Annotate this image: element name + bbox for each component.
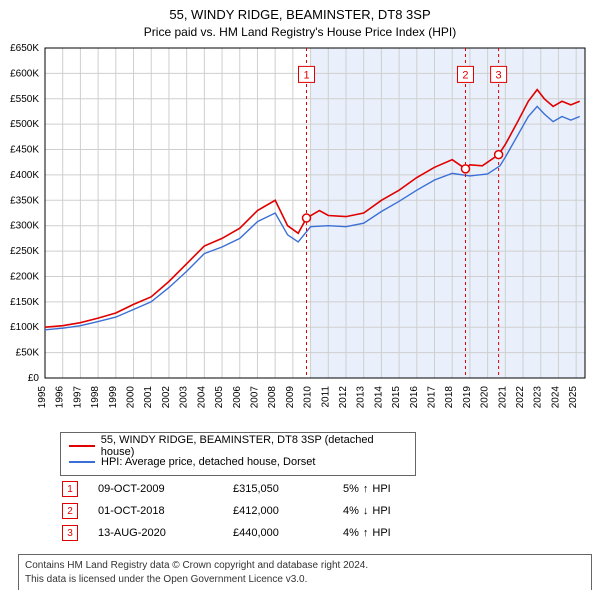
svg-text:2015: 2015 — [391, 386, 402, 409]
svg-text:2000: 2000 — [126, 386, 137, 409]
events-table: 1 09-OCT-2009£315,0505%↑HPI 2 01-OCT-2018£4… — [62, 478, 391, 544]
event-row: 1 09-OCT-2009£315,0505%↑HPI — [62, 478, 391, 500]
svg-text:2024: 2024 — [550, 386, 561, 409]
legend-row: 55, WINDY RIDGE, BEAMINSTER, DT8 3SP (de… — [69, 438, 407, 454]
svg-text:2025: 2025 — [568, 386, 579, 409]
svg-text:1996: 1996 — [55, 386, 66, 409]
event-delta: 4%↓HPI — [343, 505, 391, 517]
svg-text:2010: 2010 — [303, 386, 314, 409]
svg-text:2008: 2008 — [267, 386, 278, 409]
svg-text:2019: 2019 — [462, 386, 473, 409]
title-line1: 55, WINDY RIDGE, BEAMINSTER, DT8 3SP — [0, 6, 600, 24]
event-marker-number: 2 — [62, 503, 78, 519]
event-delta: 5%↑HPI — [343, 483, 391, 495]
svg-text:2003: 2003 — [179, 386, 190, 409]
svg-text:£50K: £50K — [16, 348, 40, 359]
event-price: £440,000 — [233, 527, 343, 539]
event-marker-number: 1 — [62, 481, 78, 497]
svg-text:2009: 2009 — [285, 386, 296, 409]
svg-text:£550K: £550K — [10, 94, 39, 105]
svg-text:2014: 2014 — [373, 386, 384, 409]
arrow-down-icon: ↓ — [363, 505, 369, 517]
event-date: 01-OCT-2018 — [98, 505, 233, 517]
svg-text:1: 1 — [303, 69, 309, 81]
legend-swatch — [69, 461, 95, 463]
svg-text:£350K: £350K — [10, 195, 39, 206]
svg-text:2017: 2017 — [427, 386, 438, 409]
svg-text:£100K: £100K — [10, 322, 39, 333]
svg-text:£400K: £400K — [10, 170, 39, 181]
svg-text:2021: 2021 — [497, 386, 508, 409]
svg-text:£200K: £200K — [10, 271, 39, 282]
footer-line1: Contains HM Land Registry data © Crown c… — [25, 559, 585, 573]
svg-text:£300K: £300K — [10, 221, 39, 232]
event-date: 13-AUG-2020 — [98, 527, 233, 539]
page: { "layout": { "chart": { "left": 45, "to… — [0, 0, 600, 590]
svg-text:£650K: £650K — [10, 43, 39, 54]
svg-text:2020: 2020 — [480, 386, 491, 409]
svg-text:£600K: £600K — [10, 68, 39, 79]
legend-label: HPI: Average price, detached house, Dors… — [101, 456, 315, 468]
footer-licence: Contains HM Land Registry data © Crown c… — [18, 554, 592, 590]
svg-text:2011: 2011 — [320, 386, 331, 408]
arrow-up-icon: ↑ — [363, 527, 369, 539]
svg-text:3: 3 — [496, 69, 502, 81]
svg-text:2023: 2023 — [533, 386, 544, 409]
svg-text:2016: 2016 — [409, 386, 420, 409]
event-row: 3 13-AUG-2020£440,0004%↑HPI — [62, 522, 391, 544]
svg-text:2002: 2002 — [161, 386, 172, 409]
event-marker-number: 3 — [62, 525, 78, 541]
svg-text:2012: 2012 — [338, 386, 349, 409]
svg-text:2005: 2005 — [214, 386, 225, 409]
svg-text:£0: £0 — [28, 373, 40, 384]
legend: 55, WINDY RIDGE, BEAMINSTER, DT8 3SP (de… — [60, 432, 416, 476]
event-price: £315,050 — [233, 483, 343, 495]
svg-text:2022: 2022 — [515, 386, 526, 409]
svg-text:£450K: £450K — [10, 145, 39, 156]
footer-line2: This data is licensed under the Open Gov… — [25, 573, 585, 587]
event-date: 09-OCT-2009 — [98, 483, 233, 495]
arrow-up-icon: ↑ — [363, 483, 369, 495]
legend-label: 55, WINDY RIDGE, BEAMINSTER, DT8 3SP (de… — [101, 434, 407, 458]
event-price: £412,000 — [233, 505, 343, 517]
svg-text:1999: 1999 — [108, 386, 119, 409]
event-row: 2 01-OCT-2018£412,0004%↓HPI — [62, 500, 391, 522]
svg-text:1998: 1998 — [90, 386, 101, 409]
svg-text:2007: 2007 — [249, 386, 260, 409]
svg-text:£500K: £500K — [10, 119, 39, 130]
svg-text:1995: 1995 — [37, 386, 48, 409]
chart-title: 55, WINDY RIDGE, BEAMINSTER, DT8 3SP Pri… — [0, 0, 600, 40]
svg-text:2013: 2013 — [356, 386, 367, 409]
price-chart: £0 £50K £100K £150K £200K £250K £300K £350K £400… — [3, 38, 588, 428]
svg-text:2004: 2004 — [196, 386, 207, 409]
svg-text:£250K: £250K — [10, 246, 39, 257]
svg-text:£150K: £150K — [10, 297, 39, 308]
svg-text:2001: 2001 — [143, 386, 154, 409]
legend-swatch — [69, 445, 95, 447]
svg-text:1997: 1997 — [72, 386, 83, 409]
event-delta: 4%↑HPI — [343, 527, 391, 539]
svg-text:2: 2 — [462, 69, 468, 81]
svg-text:2018: 2018 — [444, 386, 455, 409]
svg-text:2006: 2006 — [232, 386, 243, 409]
